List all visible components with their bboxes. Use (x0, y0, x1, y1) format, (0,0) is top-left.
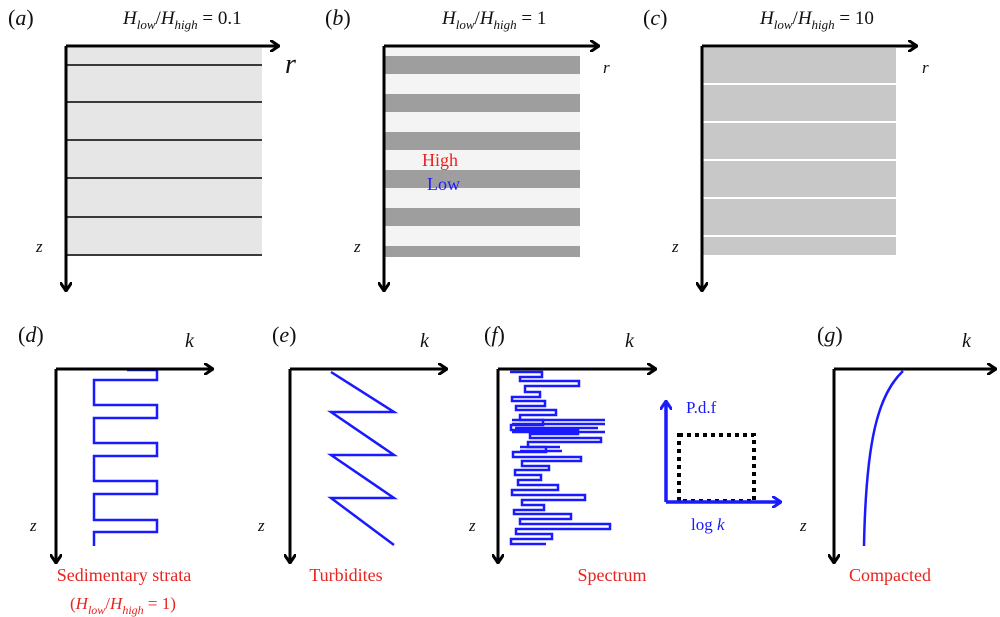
panel-b: (b) Hlow/Hhigh = 1 r z High Low (325, 5, 610, 290)
panel-b-z-label: z (353, 237, 361, 256)
panel-f-z-label: z (468, 516, 476, 535)
panel-d-tag: (d) (18, 322, 44, 347)
panel-d-permeability-profile (92, 368, 159, 546)
panel-g-z-label: z (799, 516, 807, 535)
panel-a-title: Hlow/Hhigh = 0.1 (122, 8, 242, 32)
panel-b-title: Hlow/Hhigh = 1 (441, 8, 546, 32)
panel-g-k-label: k (962, 330, 972, 352)
panel-e-tag: (e) (272, 322, 296, 347)
panel-f-tag: (f) (484, 322, 505, 347)
panel-g-permeability-profile (862, 370, 904, 547)
panel-e-k-label: k (420, 330, 430, 352)
panel-f-dense-block (512, 418, 605, 453)
panel-c-title: Hlow/Hhigh = 10 (759, 8, 874, 32)
panel-d-caption: Sedimentary strata (57, 565, 191, 585)
panel-a-r-label: r (285, 49, 296, 80)
panel-f-inset-x-label: log k (691, 515, 725, 534)
panel-a-z-label: z (35, 237, 43, 256)
panel-c-layer-fill (702, 48, 896, 255)
panel-b-high-label: High (422, 150, 458, 170)
panel-g-caption: Compacted (849, 565, 931, 585)
panel-c-r-label: r (922, 58, 929, 77)
panel-b-low-label: Low (427, 174, 460, 194)
panel-g: (g) k z Compacted (799, 322, 995, 585)
panel-e-caption: Turbidites (309, 565, 382, 585)
panel-b-high-bands (384, 56, 580, 257)
panel-c: (c) Hlow/Hhigh = 10 r z (643, 5, 929, 290)
panel-a-layer-fill (66, 48, 262, 256)
panel-e-permeability-profile (326, 370, 399, 547)
panel-c-thin-layers (702, 83, 896, 237)
panel-c-z-label: z (671, 237, 679, 256)
panel-e-z-label: z (257, 516, 265, 535)
panel-e: (e) k z Turbidites (257, 322, 446, 585)
panel-a-tag: (a) (8, 5, 34, 30)
panel-b-r-label: r (603, 58, 610, 77)
panel-g-tag: (g) (817, 322, 843, 347)
panel-a: (a) Hlow/Hhigh = 0.1 r z (8, 5, 296, 290)
panel-c-tag: (c) (643, 5, 667, 30)
panel-f: (f) k z P.d.f log k Spectrum (468, 322, 780, 585)
panel-d: (d) k z Sedimentary strata (Hlow/Hhigh =… (18, 322, 212, 617)
panel-d-k-label: k (185, 330, 195, 352)
panel-f-permeability-profile (509, 370, 612, 546)
panel-f-k-label: k (625, 330, 635, 352)
panel-a-thin-layers (66, 64, 262, 256)
panel-d-caption-ratio: (Hlow/Hhigh = 1) (70, 594, 176, 617)
panel-d-z-label: z (29, 516, 37, 535)
panel-f-uniform-pdf (677, 433, 756, 503)
panel-f-pdf-inset: P.d.f log k (666, 398, 780, 534)
panel-b-tag: (b) (325, 5, 351, 30)
panel-f-caption: Spectrum (578, 565, 647, 585)
panel-f-inset-y-label: P.d.f (686, 398, 717, 417)
